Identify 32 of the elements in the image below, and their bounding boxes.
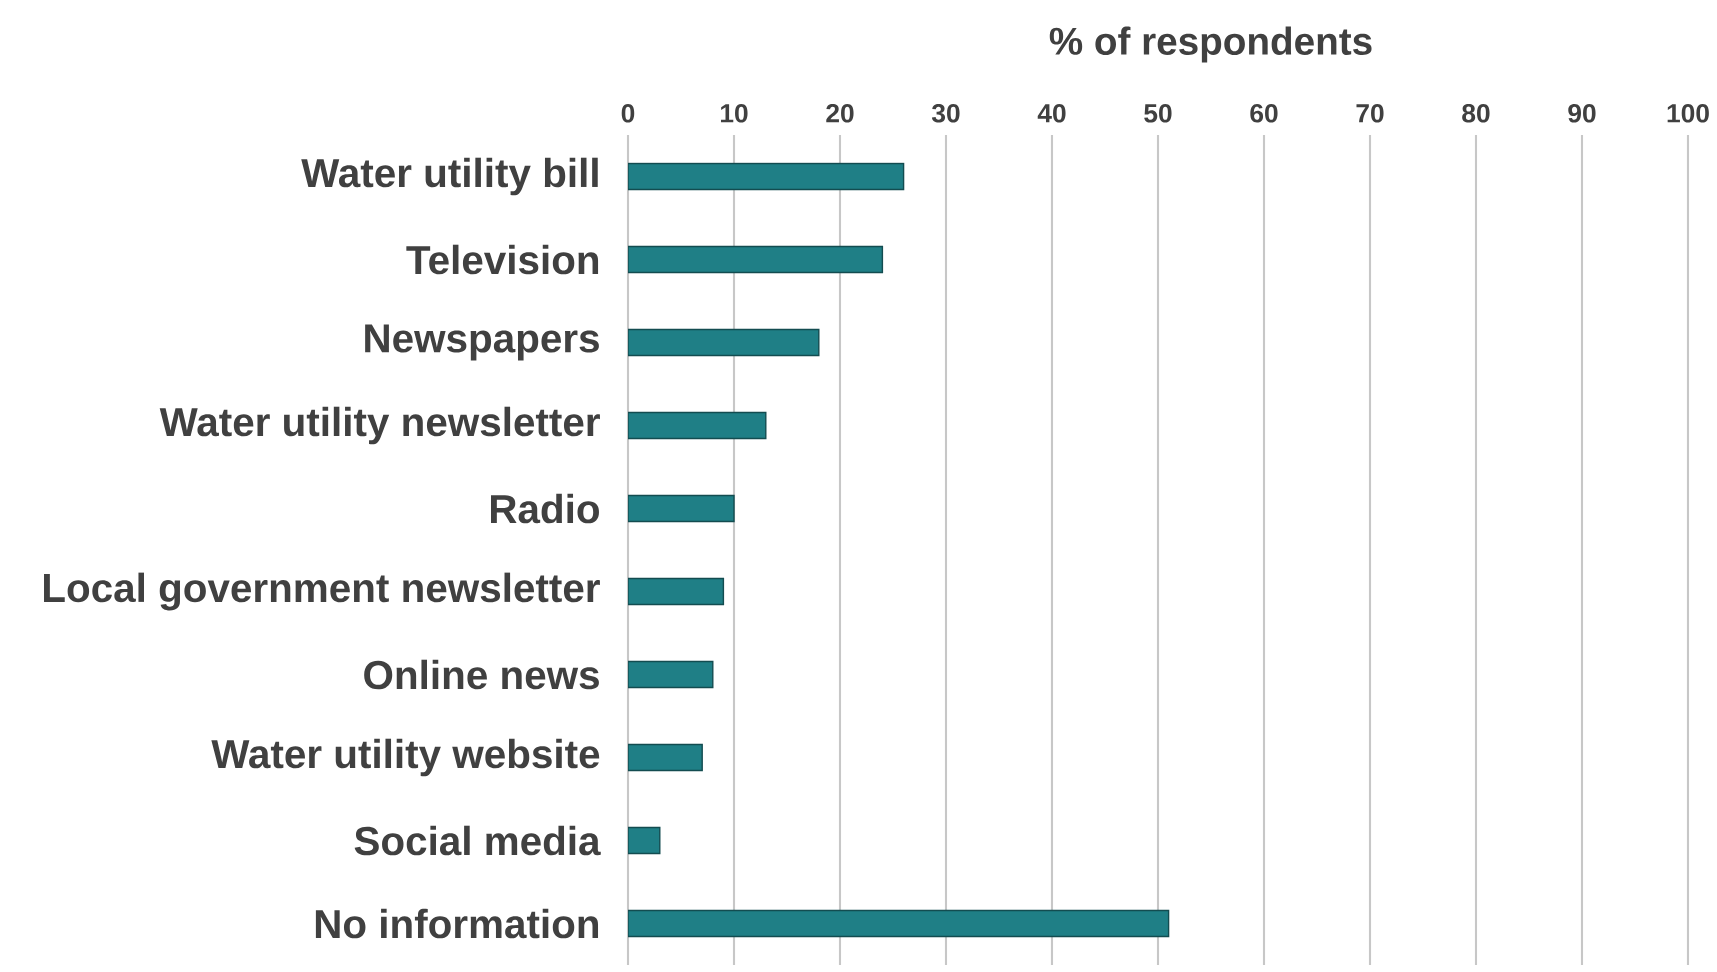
bar — [628, 494, 735, 523]
bar — [628, 411, 767, 440]
bar — [628, 245, 884, 274]
y-tick-label: Radio — [491, 493, 599, 524]
y-tick-label: Water utility newsletter — [159, 406, 600, 445]
x-tick-label: 40 — [1037, 103, 1066, 123]
x-tick-label: 10 — [720, 103, 748, 123]
y-tick-label: No information — [315, 908, 599, 939]
bar — [628, 909, 1170, 938]
x-tick-label: 80 — [1462, 103, 1490, 123]
x-tick-label: 100 — [1667, 103, 1709, 123]
y-tick-label: Newspapers — [365, 324, 599, 361]
y-tick-label: Water utility website — [211, 738, 600, 777]
y-tick-label: Online news — [364, 659, 599, 690]
x-tick-label: 60 — [1250, 103, 1278, 123]
bar — [628, 328, 820, 357]
y-tick-label: Local government newsletter — [44, 572, 600, 611]
x-tick-label: 30 — [931, 103, 960, 123]
x-tick-label: 90 — [1568, 103, 1596, 123]
x-axis-title: % of respondents — [1049, 26, 1372, 63]
bar — [628, 162, 905, 191]
x-tick-label: 70 — [1356, 103, 1384, 123]
x-tick-label: 0 — [621, 103, 635, 123]
x-tick-label: 20 — [826, 103, 854, 123]
y-tick-label: Television — [406, 244, 599, 275]
y-tick-label: Social media — [354, 825, 601, 856]
bar — [628, 577, 725, 606]
bar — [628, 826, 661, 855]
bar — [628, 743, 703, 772]
bar — [628, 660, 714, 689]
y-tick-label: Water utility bill — [301, 157, 598, 196]
x-tick-label: 50 — [1144, 103, 1172, 123]
